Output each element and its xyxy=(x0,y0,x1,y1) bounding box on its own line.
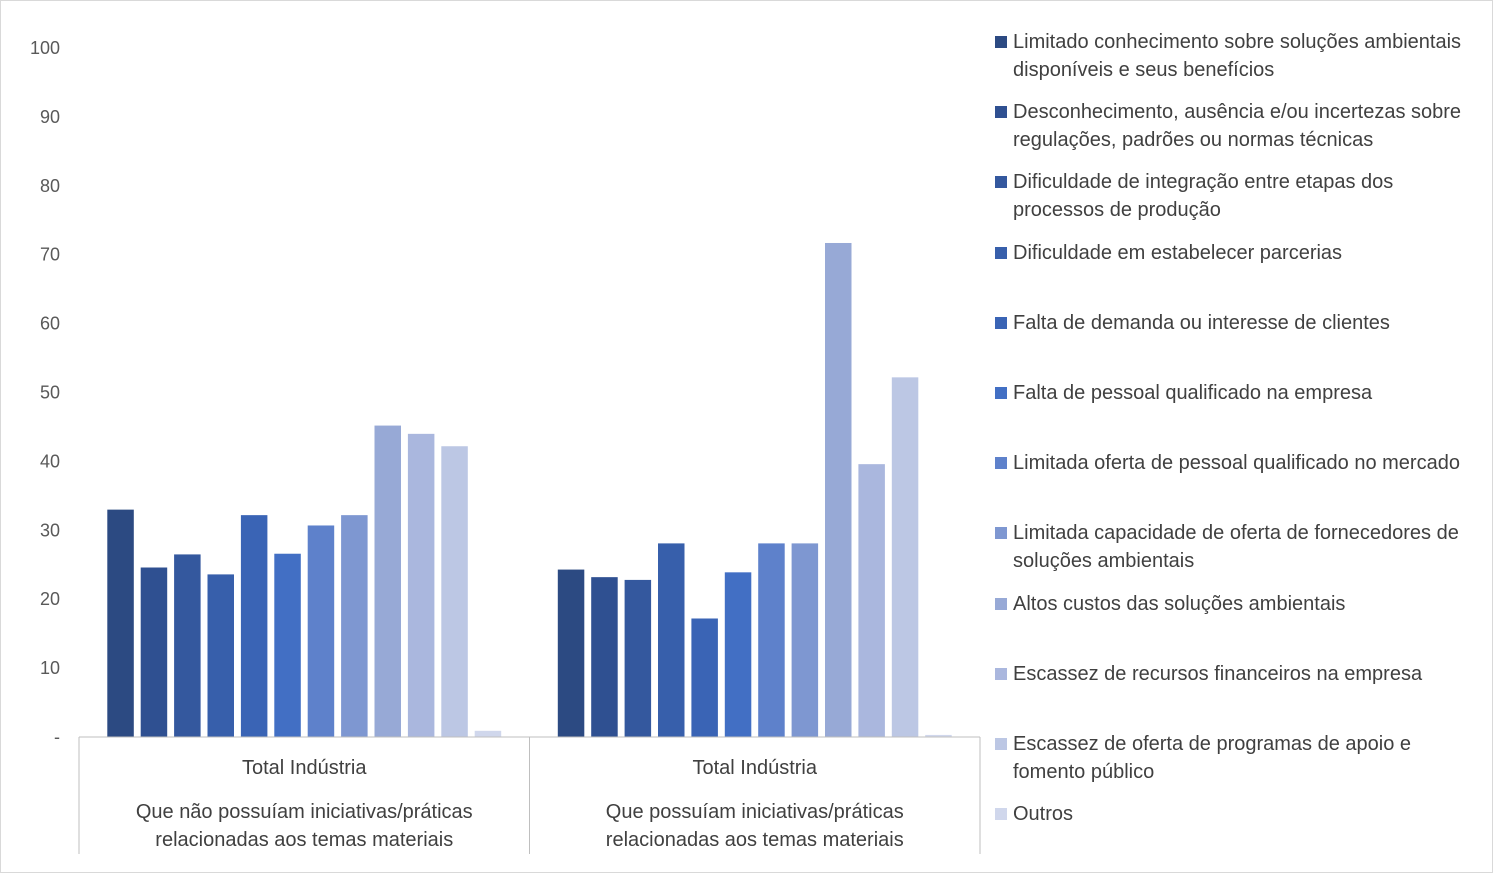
category-group-label: Total Indústria xyxy=(242,757,367,779)
bar xyxy=(724,572,752,737)
legend-swatch xyxy=(995,387,1007,399)
bar xyxy=(107,509,134,737)
legend-label: Limitada oferta de pessoal qualificado n… xyxy=(1013,452,1460,475)
legend-swatch xyxy=(995,246,1007,259)
y-tick-label: 10 xyxy=(40,658,60,678)
legend-label: Limitada capacidade de oferta de fornece… xyxy=(1013,522,1459,573)
bar xyxy=(474,730,502,737)
bar xyxy=(274,553,301,737)
legend-label: Outros xyxy=(1013,803,1074,826)
category-subgroup-label: Que não possuíam iniciativas/práticas rel… xyxy=(136,801,473,851)
bars xyxy=(107,242,952,737)
bar xyxy=(407,433,435,737)
legend-swatch xyxy=(995,527,1007,540)
legend-label: Falta de pessoal qualificado na empresa xyxy=(1013,382,1373,404)
legend-swatch xyxy=(995,597,1007,610)
bar xyxy=(591,577,618,737)
legend-label: Escassez de oferta de programas de apoio… xyxy=(1013,733,1412,783)
legend-label: Desconhecimento, ausência e/ou incerteza… xyxy=(1013,101,1462,152)
bar xyxy=(825,242,852,737)
y-tick-label: - xyxy=(54,727,60,747)
legend-swatch xyxy=(995,738,1007,750)
y-tick-label: 40 xyxy=(40,451,60,471)
legend-label: Limitado conhecimento sobre soluções amb… xyxy=(1013,31,1462,81)
bar xyxy=(140,567,168,737)
legend-swatch xyxy=(995,316,1007,329)
bar xyxy=(925,734,952,737)
legend-label: Dificuldade em estabelecer parcerias xyxy=(1013,241,1343,264)
bar xyxy=(858,464,885,737)
legend-swatch xyxy=(995,176,1007,189)
legend: Limitado conhecimento sobre soluções amb… xyxy=(993,28,1488,843)
bar xyxy=(207,574,234,737)
legend-swatch xyxy=(995,106,1007,119)
bar xyxy=(557,569,585,737)
bar xyxy=(658,543,685,737)
y-tick-label: 60 xyxy=(40,314,60,334)
bar xyxy=(174,554,201,737)
legend-label: Falta de demanda ou interesse de cliente… xyxy=(1013,311,1390,334)
legend-swatch xyxy=(995,667,1007,680)
y-tick-label: 50 xyxy=(40,383,60,403)
y-tick-label: 70 xyxy=(40,245,60,265)
y-tick-label: 90 xyxy=(40,107,60,127)
x-axis: Total Indústria Que não possuíam iniciati… xyxy=(78,736,981,854)
bar xyxy=(691,618,718,737)
bar xyxy=(374,425,401,737)
bar xyxy=(240,515,268,737)
y-tick-label: 80 xyxy=(40,176,60,196)
legend-label: Altos custos das soluções ambientais xyxy=(1013,592,1346,615)
category-group-label: Total Indústria xyxy=(692,757,817,779)
legend-swatch xyxy=(995,36,1007,48)
bar xyxy=(307,525,335,737)
y-tick-label: 100 xyxy=(30,38,60,58)
legend-swatch xyxy=(995,808,1007,821)
legend-swatch xyxy=(995,457,1007,470)
bar xyxy=(341,515,368,737)
y-axis: - 10 20 30 40 50 60 70 80 90 100 xyxy=(30,38,60,747)
y-tick-label: 30 xyxy=(40,520,60,540)
bar xyxy=(441,446,468,737)
legend-label: Dificuldade de integração entre etapas d… xyxy=(1013,171,1394,222)
legend-label: Escassez de recursos financeiros na empr… xyxy=(1013,662,1423,685)
bar xyxy=(758,543,785,737)
bar xyxy=(791,543,819,737)
bar xyxy=(624,579,652,737)
bar xyxy=(891,377,919,737)
y-tick-label: 20 xyxy=(40,589,60,609)
category-subgroup-label: Que possuíam iniciativas/práticas relacio… xyxy=(606,801,904,851)
